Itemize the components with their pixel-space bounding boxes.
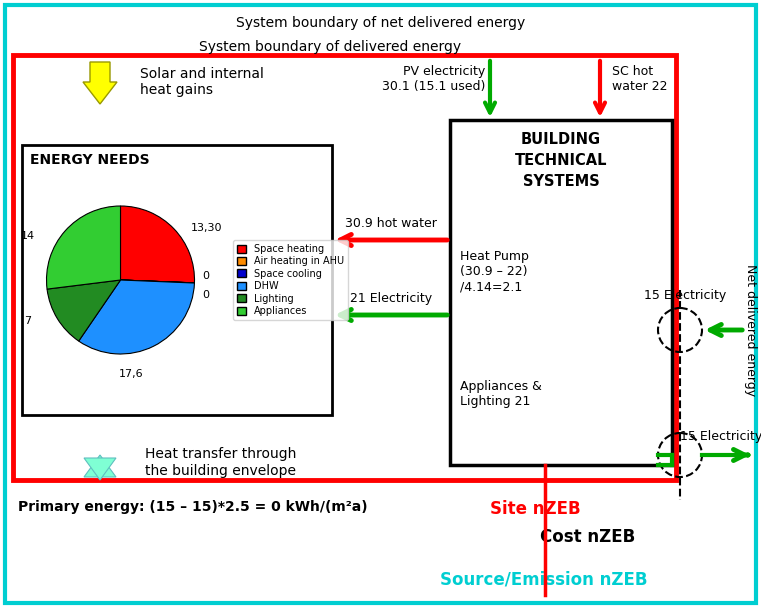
FancyArrow shape <box>84 458 116 480</box>
Wedge shape <box>46 206 120 289</box>
Text: ENERGY NEEDS: ENERGY NEEDS <box>30 153 150 167</box>
Text: 21 Electricity: 21 Electricity <box>350 292 432 305</box>
Text: System boundary of delivered energy: System boundary of delivered energy <box>199 40 461 54</box>
Text: Primary energy: (15 – 15)*2.5 = 0 kWh/(m²a): Primary energy: (15 – 15)*2.5 = 0 kWh/(m… <box>18 500 368 514</box>
Text: SC hot
water 22: SC hot water 22 <box>612 65 667 93</box>
FancyArrow shape <box>83 62 117 104</box>
Text: Heat Pump
(30.9 – 22)
/4.14=2.1: Heat Pump (30.9 – 22) /4.14=2.1 <box>460 250 529 293</box>
Text: Site nZEB: Site nZEB <box>490 500 581 518</box>
Text: Heat transfer through
the building envelope: Heat transfer through the building envel… <box>145 447 296 478</box>
Text: 14: 14 <box>21 230 36 241</box>
Text: Solar and internal
heat gains: Solar and internal heat gains <box>140 67 264 97</box>
Text: Source/Emission nZEB: Source/Emission nZEB <box>440 570 648 588</box>
Text: Cost nZEB: Cost nZEB <box>540 528 635 546</box>
Text: PV electricity
30.1 (15.1 used): PV electricity 30.1 (15.1 used) <box>381 65 485 93</box>
Wedge shape <box>120 206 195 283</box>
Legend: Space heating, Air heating in AHU, Space cooling, DHW, Lighting, Appliances: Space heating, Air heating in AHU, Space… <box>233 240 348 320</box>
Text: 30.9 hot water: 30.9 hot water <box>345 217 437 230</box>
Bar <box>91 458 109 477</box>
Text: Net delivered energy: Net delivered energy <box>743 264 756 396</box>
Text: 15 Electricity: 15 Electricity <box>644 289 726 302</box>
Text: 0: 0 <box>202 290 209 300</box>
Bar <box>13 55 676 480</box>
Text: 7: 7 <box>24 316 32 326</box>
Text: System boundary of net delivered energy: System boundary of net delivered energy <box>236 16 525 30</box>
Text: 17,6: 17,6 <box>119 369 144 379</box>
Wedge shape <box>120 280 195 283</box>
Bar <box>22 145 332 415</box>
Text: BUILDING
TECHNICAL
SYSTEMS: BUILDING TECHNICAL SYSTEMS <box>514 132 607 189</box>
Wedge shape <box>47 280 120 341</box>
FancyArrow shape <box>84 455 116 477</box>
Text: 15 Electricity: 15 Electricity <box>680 430 761 443</box>
Text: Appliances &
Lighting 21: Appliances & Lighting 21 <box>460 380 542 408</box>
Wedge shape <box>78 280 195 354</box>
Wedge shape <box>120 280 195 283</box>
Text: 13,30: 13,30 <box>191 223 222 233</box>
Text: 0: 0 <box>202 271 209 282</box>
Bar <box>450 120 672 465</box>
